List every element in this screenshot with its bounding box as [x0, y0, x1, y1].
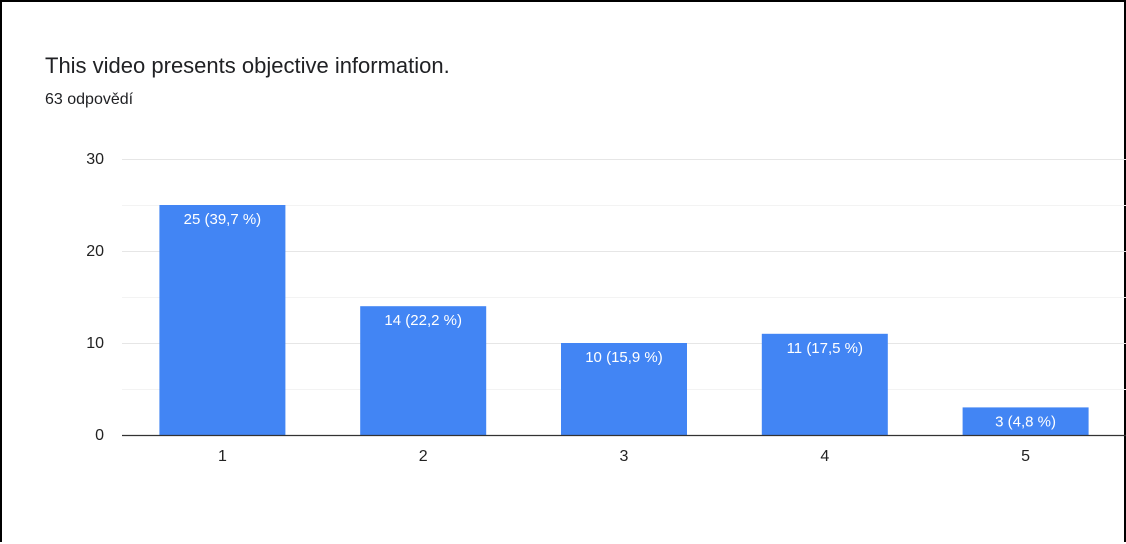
response-count: 63 odpovědí	[45, 91, 134, 108]
bar-data-label: 3 (4,8 %)	[995, 413, 1056, 430]
y-tick-label: 30	[86, 151, 104, 168]
x-tick-label: 4	[820, 448, 829, 465]
bar	[360, 306, 487, 435]
bar	[561, 343, 687, 435]
question-title: This video presents objective informatio…	[45, 53, 450, 78]
bar-data-label: 14 (22,2 %)	[384, 312, 462, 329]
bar	[962, 407, 1089, 435]
bar-data-label: 10 (15,9 %)	[585, 349, 663, 366]
bar	[159, 205, 286, 435]
x-tick-label: 2	[419, 448, 428, 465]
bar-data-label: 11 (17,5 %)	[787, 340, 863, 357]
bar-data-label: 25 (39,7 %)	[184, 211, 262, 228]
y-tick-label: 10	[86, 335, 104, 352]
y-tick-label: 20	[86, 243, 104, 260]
y-tick-label: 0	[95, 427, 104, 444]
x-tick-label: 3	[620, 448, 629, 465]
x-tick-label: 5	[1021, 448, 1030, 465]
bar	[761, 333, 888, 435]
x-tick-label: 1	[218, 448, 227, 465]
